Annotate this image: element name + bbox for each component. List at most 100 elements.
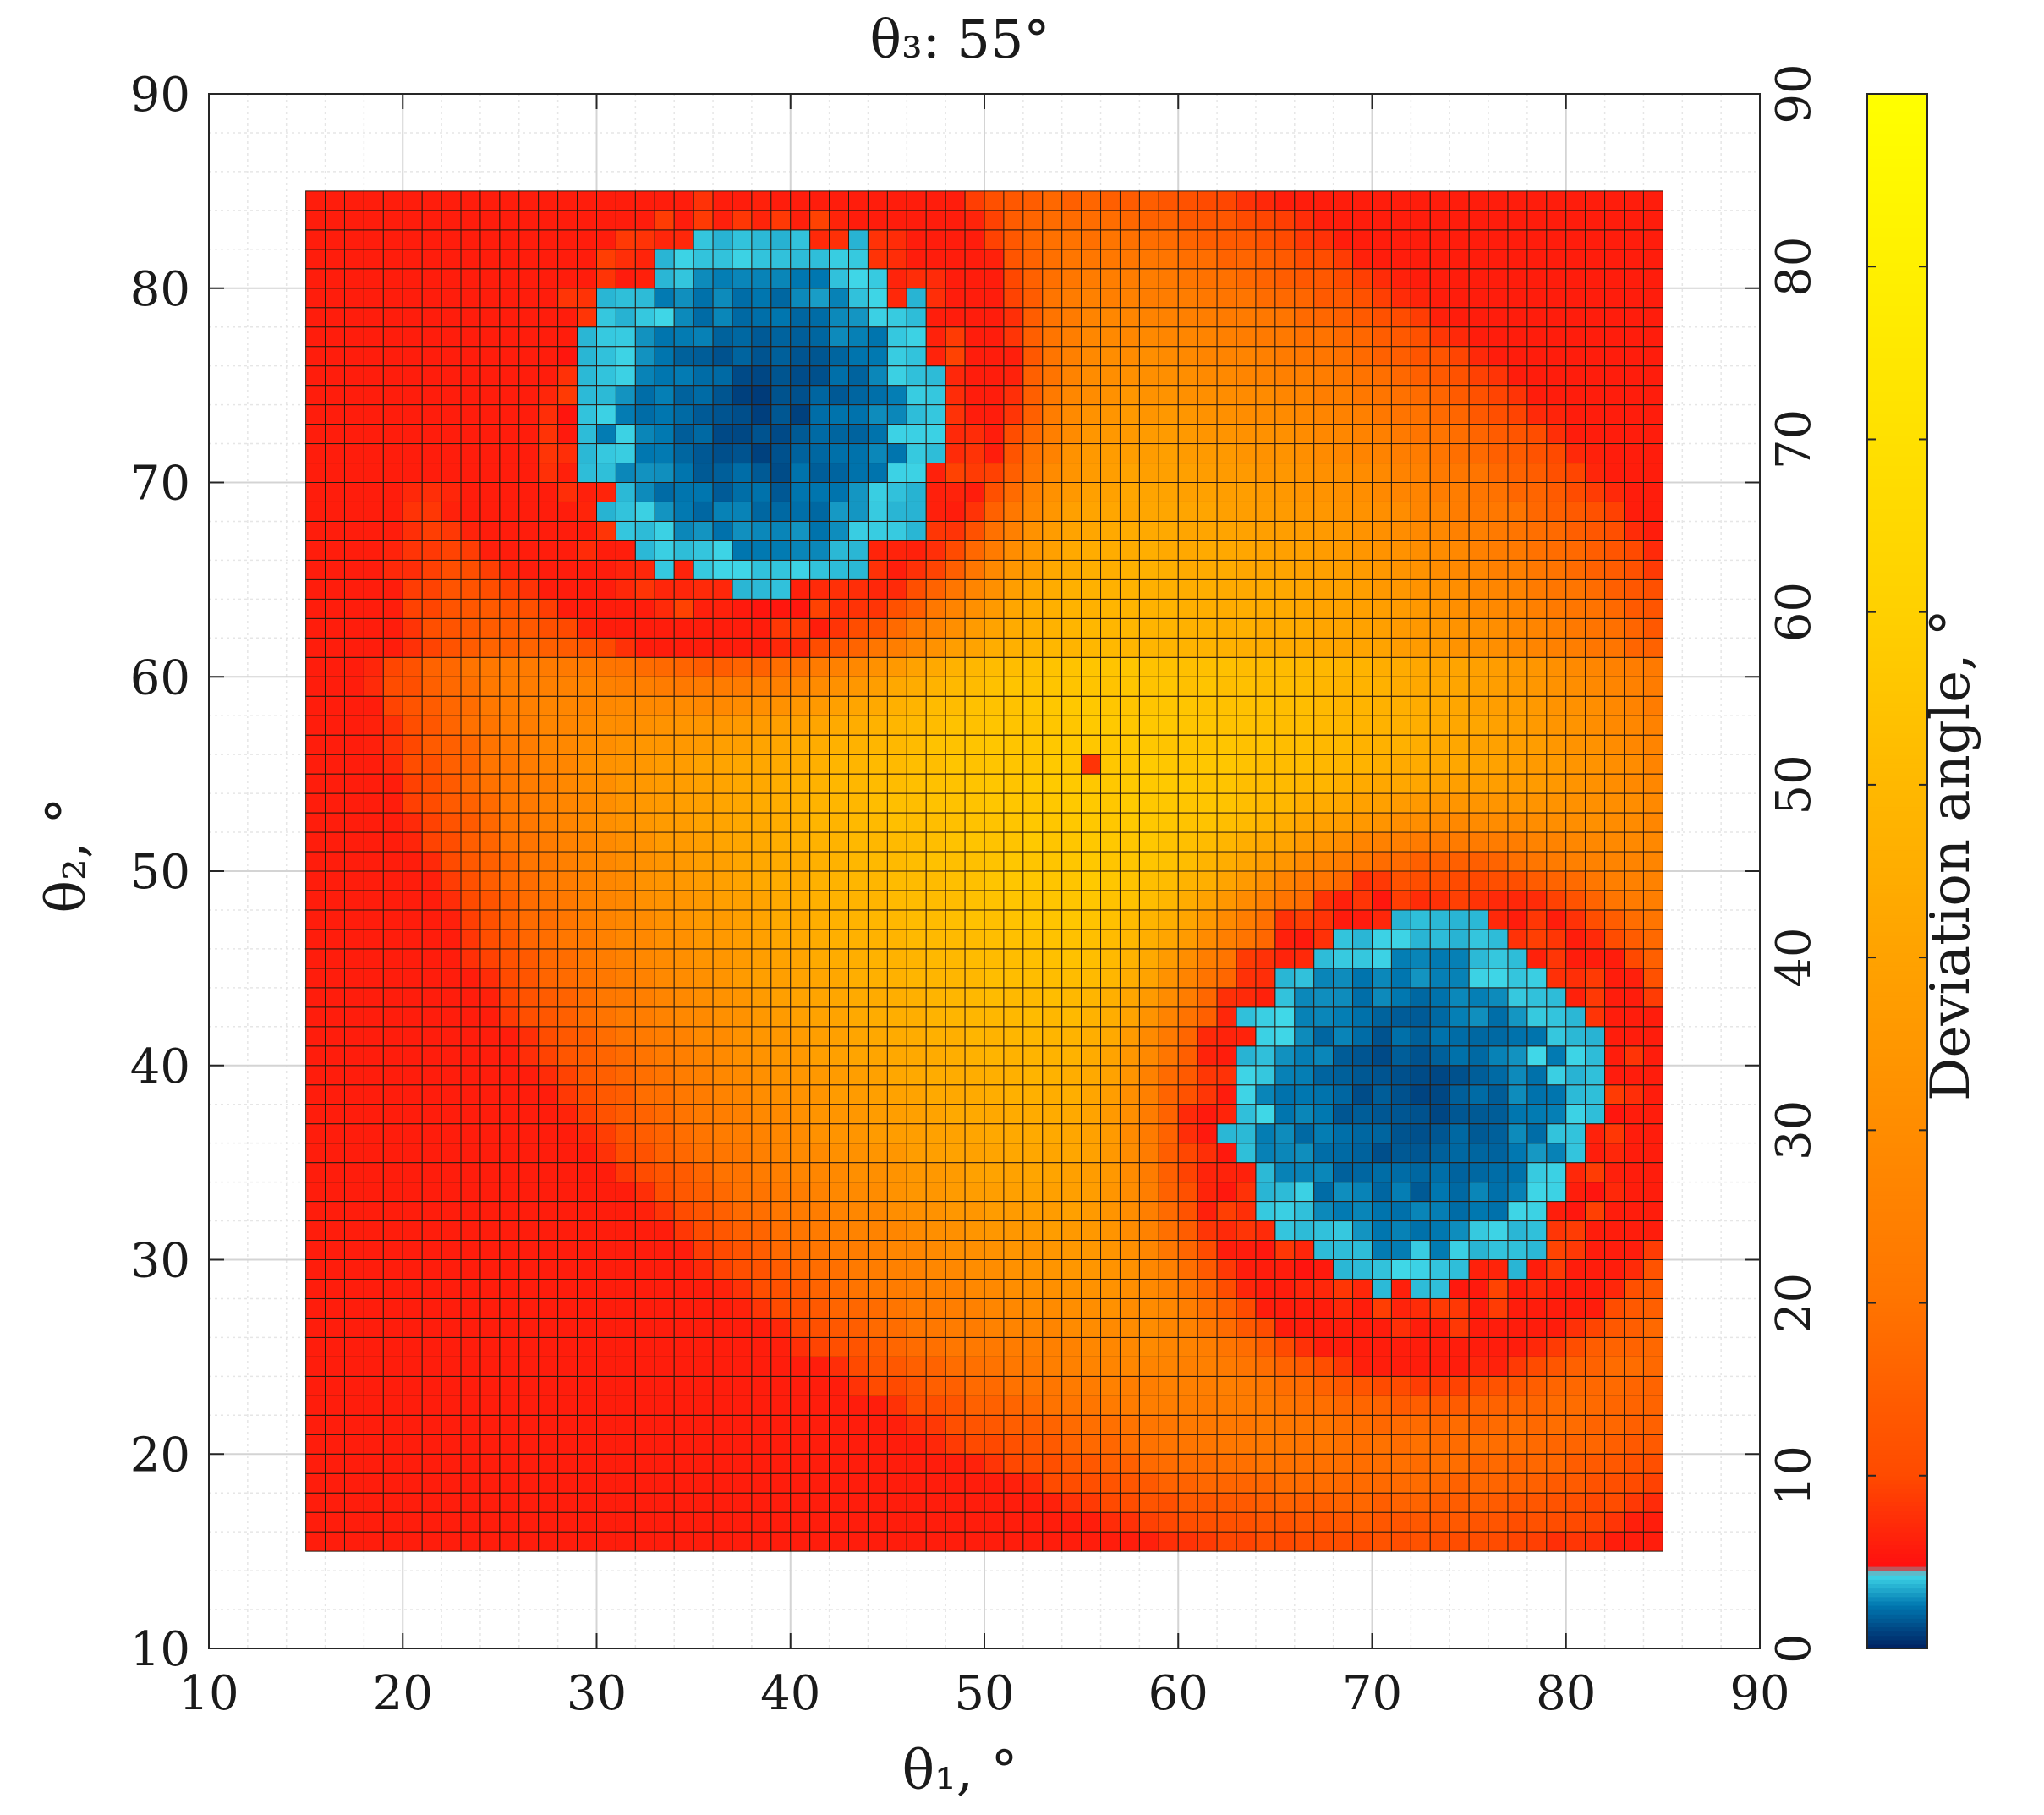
heatmap-cell	[1604, 656, 1625, 677]
heatmap-cell	[305, 929, 326, 950]
heatmap-cell	[615, 365, 636, 387]
heatmap-cell	[325, 1297, 345, 1319]
heatmap-cell	[867, 1395, 888, 1416]
heatmap-cell	[1274, 1182, 1296, 1203]
heatmap-cell	[538, 1084, 559, 1105]
heatmap-cell	[1042, 1395, 1063, 1416]
heatmap-cell	[557, 540, 578, 561]
heatmap-cell	[848, 249, 869, 270]
heatmap-cell	[1390, 1201, 1411, 1222]
heatmap-cell	[615, 1006, 636, 1028]
heatmap-cell	[596, 1182, 616, 1203]
heatmap-cell	[499, 968, 520, 989]
heatmap-cell	[1003, 501, 1024, 522]
heatmap-cell	[1429, 1123, 1450, 1144]
heatmap-cell	[906, 482, 927, 502]
heatmap-cell	[557, 1143, 578, 1164]
heatmap-cell	[925, 890, 946, 911]
heatmap-cell	[1565, 1084, 1586, 1105]
heatmap-cell	[1313, 482, 1334, 502]
heatmap-cell	[809, 385, 830, 406]
heatmap-cell	[343, 210, 364, 231]
heatmap-cell	[770, 1492, 792, 1513]
heatmap-cell	[1565, 1278, 1586, 1299]
heatmap-cell	[886, 1162, 907, 1183]
heatmap-cell	[538, 715, 559, 736]
heatmap-cell	[1003, 1259, 1024, 1280]
heatmap-cell	[1197, 1492, 1218, 1513]
heatmap-cell	[577, 773, 598, 794]
heatmap-cell	[1449, 792, 1470, 814]
heatmap-cell	[1158, 1045, 1179, 1067]
heatmap-cell	[634, 501, 655, 522]
heatmap-cell	[984, 870, 1005, 891]
heatmap-cell	[305, 1375, 326, 1396]
heatmap-cell	[770, 1240, 792, 1261]
heatmap-cell	[886, 190, 907, 211]
heatmap-cell	[441, 1123, 462, 1144]
heatmap-cell	[402, 1414, 423, 1435]
heatmap-cell	[673, 890, 694, 911]
heatmap-cell	[325, 1240, 345, 1261]
heatmap-cell	[1526, 812, 1548, 833]
heatmap-cell	[906, 1531, 927, 1552]
heatmap-cell	[499, 1240, 520, 1261]
heatmap-cell	[1313, 229, 1334, 250]
heatmap-cell	[1236, 617, 1257, 639]
heatmap-cell	[1158, 1162, 1179, 1183]
heatmap-cell	[886, 1472, 907, 1494]
heatmap-cell	[499, 385, 520, 406]
heatmap-cell	[829, 851, 850, 872]
heatmap-cell	[577, 463, 598, 484]
heatmap-cell	[1158, 1084, 1179, 1105]
heatmap-cell	[886, 424, 907, 445]
heatmap-cell	[1585, 1240, 1606, 1261]
heatmap-cell	[1333, 909, 1354, 930]
heatmap-cell	[1197, 326, 1218, 348]
heatmap-cell	[1274, 754, 1296, 775]
heatmap-cell	[1565, 1006, 1586, 1028]
heatmap-cell	[673, 404, 694, 425]
heatmap-cell	[1061, 520, 1082, 541]
heatmap-cell	[382, 637, 403, 658]
heatmap-cell	[1372, 1492, 1392, 1513]
heatmap-cell	[1003, 229, 1024, 250]
heatmap-cell	[1372, 1240, 1392, 1261]
heatmap-cell	[1352, 1434, 1373, 1455]
heatmap-cell	[790, 773, 811, 794]
heatmap-cell	[1081, 1297, 1102, 1319]
heatmap-cell	[538, 851, 559, 872]
heatmap-cell	[732, 695, 753, 716]
heatmap-cell	[577, 1084, 598, 1105]
heatmap-cell	[1488, 656, 1509, 677]
heatmap-cell	[1100, 520, 1121, 541]
heatmap-cell	[402, 404, 423, 425]
heatmap-cell	[518, 909, 540, 930]
heatmap-cell	[654, 1220, 675, 1242]
heatmap-cell	[1138, 1240, 1159, 1261]
heatmap-cell	[518, 1104, 540, 1125]
heatmap-cell	[654, 1143, 675, 1164]
heatmap-cell	[615, 1414, 636, 1435]
heatmap-cell	[325, 734, 345, 755]
heatmap-cell	[1216, 385, 1237, 406]
heatmap-cell	[1526, 520, 1548, 541]
heatmap-cell	[1197, 443, 1218, 464]
heatmap-cell	[809, 326, 830, 348]
heatmap-cell	[1624, 482, 1644, 502]
heatmap-cell	[1081, 1259, 1102, 1280]
heatmap-cell	[964, 1453, 985, 1474]
heatmap-cell	[945, 851, 966, 872]
heatmap-cell	[1177, 1201, 1198, 1222]
heatmap-cell	[790, 1472, 811, 1494]
heatmap-cell	[343, 190, 364, 211]
heatmap-cell	[886, 1356, 907, 1377]
heatmap-cell	[460, 1278, 481, 1299]
heatmap-cell	[1429, 1434, 1450, 1455]
heatmap-cell	[1468, 501, 1489, 522]
heatmap-cell	[557, 1026, 578, 1047]
heatmap-cell	[1449, 987, 1470, 1008]
heatmap-cell	[1061, 929, 1082, 950]
heatmap-cell	[382, 812, 403, 833]
